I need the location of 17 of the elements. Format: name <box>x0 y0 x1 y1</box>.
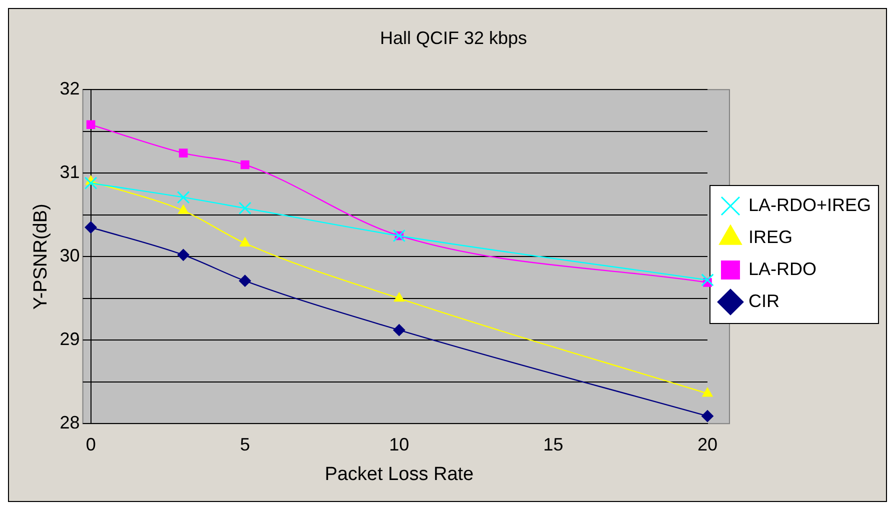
x-tick-label: 15 <box>543 434 564 454</box>
y-tick-label: 30 <box>60 246 80 266</box>
y-tick-label: 29 <box>60 329 80 350</box>
x-tick-label: 5 <box>240 434 250 454</box>
y-tick-label: 28 <box>60 412 80 433</box>
y-axis-title: Y-PSNR(dB) <box>30 204 52 310</box>
x-tick-label: 10 <box>389 434 410 454</box>
legend-label: LA-RDO <box>748 258 816 279</box>
legend-label: LA-RDO+IREG <box>748 194 872 215</box>
legend-label: IREG <box>748 226 792 247</box>
x-axis-title: Packet Loss Rate <box>324 464 474 485</box>
x-tick-label: 20 <box>697 434 718 454</box>
chart-title: Hall QCIF 32 kbps <box>380 28 528 48</box>
y-tick-label: 31 <box>60 162 80 182</box>
legend-label: CIR <box>748 290 780 311</box>
y-tick-label: 32 <box>60 78 80 99</box>
x-tick-label: 0 <box>86 434 96 454</box>
